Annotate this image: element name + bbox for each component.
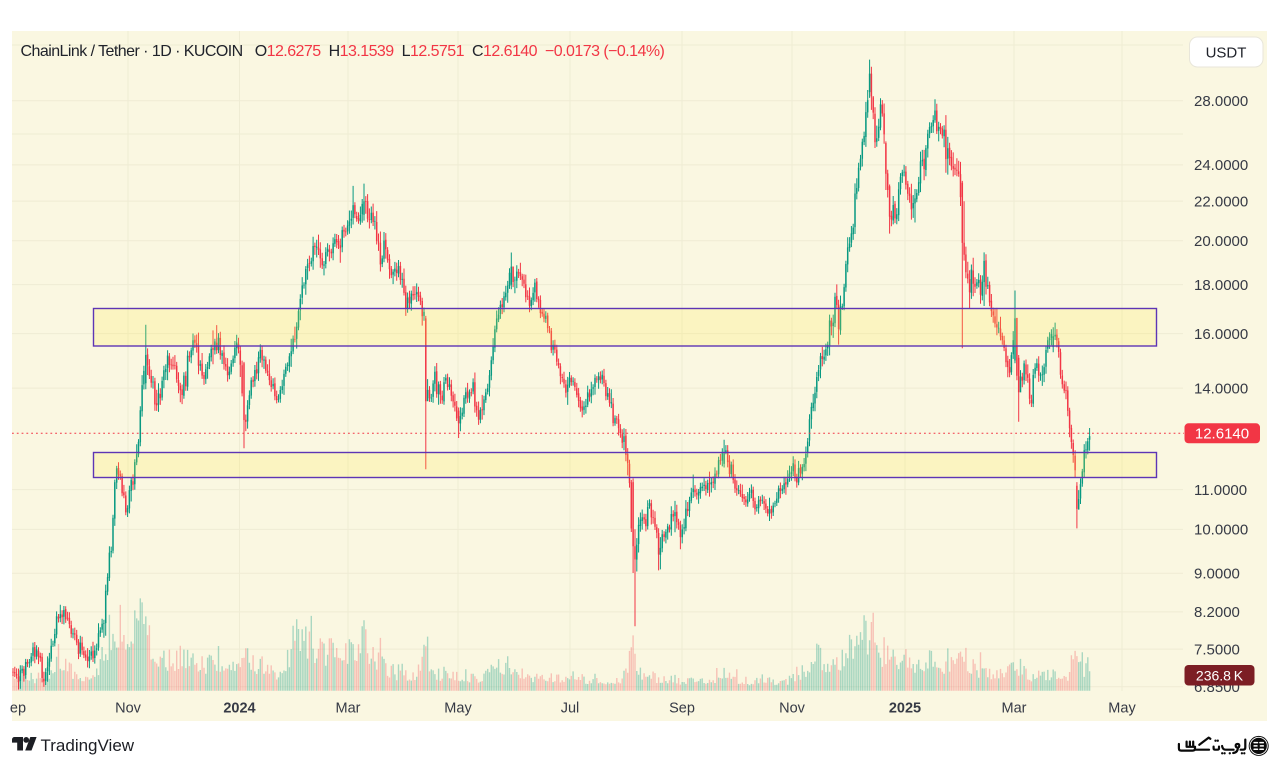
svg-text:18.0000: 18.0000 (1194, 277, 1248, 294)
svg-text:Mar: Mar (1002, 701, 1027, 717)
svg-text:Nov: Nov (779, 701, 806, 717)
svg-text:22.0000: 22.0000 (1194, 193, 1248, 210)
svg-text:16.0000: 16.0000 (1194, 326, 1248, 343)
svg-text:Jul: Jul (561, 701, 580, 717)
svg-text:ChainLink / Tether · 1D · KUCO: ChainLink / Tether · 1D · KUCOIN O12.6275… (21, 43, 665, 60)
svg-text:7.5000: 7.5000 (1194, 641, 1240, 658)
svg-text:Sep: Sep (669, 701, 695, 717)
svg-text:10.0000: 10.0000 (1194, 522, 1248, 539)
svg-text:May: May (1108, 701, 1136, 717)
svg-text:20.0000: 20.0000 (1194, 233, 1248, 250)
svg-text:8.2000: 8.2000 (1194, 604, 1240, 621)
svg-text:Nov: Nov (115, 701, 142, 717)
svg-text:236.8 K: 236.8 K (1196, 668, 1244, 684)
svg-text:28.0000: 28.0000 (1194, 93, 1248, 110)
svg-text:2024: 2024 (223, 701, 255, 717)
svg-text:12.6140: 12.6140 (1195, 426, 1249, 443)
svg-text:2025: 2025 (889, 701, 921, 717)
svg-text:Mar: Mar (336, 701, 361, 717)
svg-text:TradingView: TradingView (41, 736, 135, 755)
svg-text:14.0000: 14.0000 (1194, 380, 1248, 397)
svg-text:May: May (444, 701, 472, 717)
svg-text:ep: ep (10, 701, 26, 717)
svg-text:9.0000: 9.0000 (1194, 565, 1240, 582)
svg-text:11.0000: 11.0000 (1194, 482, 1247, 499)
svg-text:USDT: USDT (1206, 45, 1247, 62)
svg-text:24.0000: 24.0000 (1194, 157, 1248, 174)
